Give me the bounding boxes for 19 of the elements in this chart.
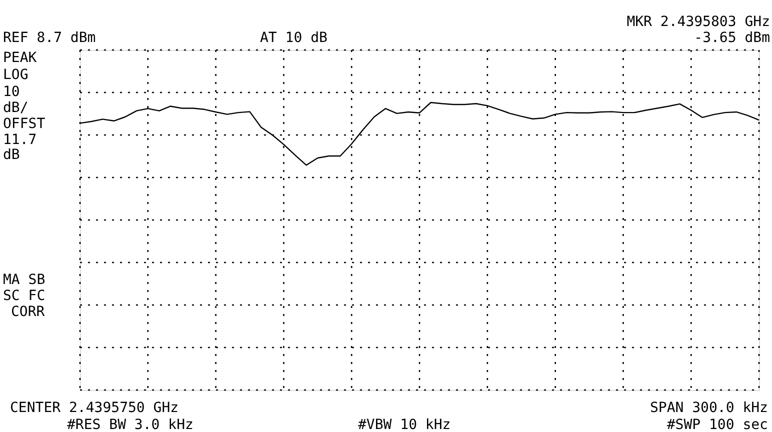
text: CORR bbox=[11, 304, 46, 320]
text: SC FC bbox=[3, 288, 46, 304]
text: CENTER 2.4395750 GHz bbox=[10, 400, 179, 416]
text: MA SB bbox=[3, 272, 46, 288]
text: AT 10 dB bbox=[260, 30, 328, 46]
text: 11.7 bbox=[3, 132, 37, 148]
text: MKR 2.4395803 GHz bbox=[626, 14, 770, 30]
text: #RES BW 3.0 kHz bbox=[67, 417, 194, 432]
text: PEAK bbox=[3, 50, 38, 66]
text: LOG bbox=[3, 67, 28, 83]
text: OFFST bbox=[3, 116, 46, 132]
text: dB/ bbox=[3, 100, 28, 116]
text: dB bbox=[3, 147, 20, 163]
text: #SWP 100 sec bbox=[666, 417, 768, 432]
text: SPAN 300.0 kHz bbox=[650, 400, 768, 416]
text: 10 bbox=[3, 84, 20, 100]
text: #VBW 10 kHz bbox=[358, 417, 451, 432]
text: REF 8.7 dBm bbox=[3, 30, 96, 46]
text: -3.65 dBm bbox=[694, 30, 770, 46]
